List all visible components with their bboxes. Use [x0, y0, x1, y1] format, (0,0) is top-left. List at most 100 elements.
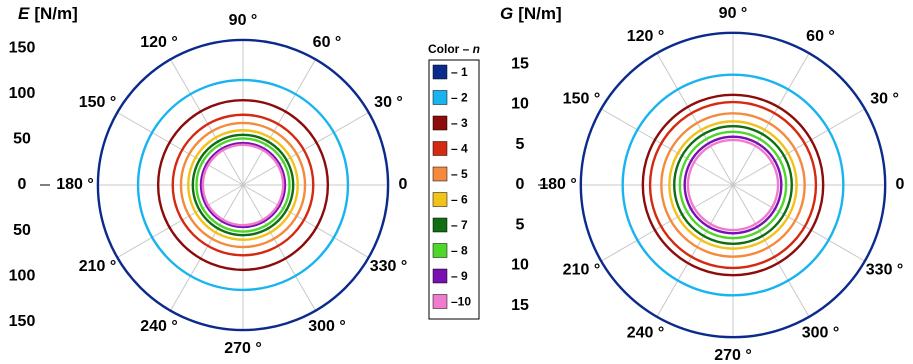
legend: Color – n – 1 – 2 – 3 – 4 – 5 – 6 – 7 – 8 – 9 –10 — [428, 42, 480, 320]
series-circle-1 — [579, 31, 887, 339]
series-circle-4 — [171, 113, 315, 257]
angle-label-270: 270 ° — [224, 340, 262, 357]
r-tick-label: 50 — [13, 131, 31, 148]
angle-label-60: 60 ° — [806, 28, 835, 45]
legend-title-text: Color – — [428, 42, 473, 56]
angle-label-30: 30 ° — [374, 94, 403, 111]
legend-label-5: – 5 — [451, 167, 468, 181]
r-tick-label: 0 — [18, 176, 27, 193]
series-circle-1 — [96, 38, 390, 332]
spoke-120 — [656, 52, 734, 186]
r-tick-label: 10 — [511, 96, 529, 113]
spoke-300 — [732, 184, 810, 318]
angle-label-210: 210 ° — [563, 262, 601, 279]
series-circle-9 — [683, 135, 783, 235]
legend-swatch-8 — [432, 243, 448, 258]
angle-label-300: 300 ° — [802, 324, 840, 341]
angle-label-300: 300 ° — [308, 318, 346, 335]
angle-label-30: 30 ° — [870, 91, 899, 108]
legend-title-symbol: n — [473, 42, 480, 56]
angle-label-180: 180 ° — [56, 176, 94, 193]
polar-chart-e: E [N/m] 150 100 50 0 50 100 150 0 30 ° 60 ° 90 ° 120 … — [9, 4, 408, 357]
angle-label-330: 330 ° — [370, 258, 408, 275]
r-tick-label: 0 — [516, 176, 525, 193]
r-tick-label: 10 — [511, 257, 529, 274]
legend-label-3: – 3 — [451, 116, 468, 130]
legend-swatch-7 — [432, 217, 448, 233]
r-tick-label: 15 — [511, 297, 529, 314]
angle-label-210: 210 ° — [79, 258, 117, 275]
legend-swatch-1 — [432, 64, 448, 80]
series-circle-10 — [201, 143, 285, 227]
series-circle-9 — [199, 141, 287, 229]
series-circle-8 — [678, 130, 788, 240]
spoke-60 — [732, 52, 810, 186]
angle-label-90: 90 ° — [719, 5, 748, 22]
r-tick-label: 5 — [516, 136, 525, 153]
series-circle-5 — [660, 112, 806, 258]
angle-label-60: 60 ° — [313, 34, 342, 51]
legend-label-1: – 1 — [451, 65, 468, 79]
series-circle-3 — [156, 98, 330, 272]
legend-swatch-6 — [432, 192, 448, 207]
series-circle-2 — [621, 73, 845, 297]
legend-swatch-2 — [432, 90, 448, 105]
spoke-120 — [169, 58, 244, 186]
r-tick-label: 100 — [9, 85, 36, 102]
spoke-210 — [600, 184, 734, 262]
r-tick-label: 150 — [9, 313, 36, 330]
series-circle-7 — [191, 133, 295, 237]
angle-label-330: 330 ° — [866, 262, 904, 279]
series-circle-6 — [668, 120, 798, 250]
legend-label-2: – 2 — [451, 91, 468, 105]
angle-label-120: 120 ° — [140, 34, 178, 51]
polar-chart-g: G [N/m] 15 10 5 0 5 10 15 0 30 ° 60 ° 90 ° 120 ° 150 °… — [500, 4, 905, 364]
angle-label-240: 240 ° — [627, 324, 665, 341]
spoke-240 — [656, 184, 734, 318]
angle-label-180: 180 ° — [539, 176, 577, 193]
angle-label-0: 0 — [896, 176, 905, 193]
series-circle-7 — [673, 125, 793, 245]
legend-label-8: – 8 — [451, 244, 468, 258]
r-tick-label: 5 — [516, 216, 525, 233]
angle-label-240: 240 ° — [140, 318, 178, 335]
series-circle-8 — [195, 137, 291, 233]
spoke-150 — [600, 108, 734, 186]
series-circle-4 — [648, 100, 818, 270]
spoke-150 — [116, 111, 244, 186]
spoke-30 — [732, 108, 866, 186]
series-circle-3 — [641, 93, 825, 277]
angle-label-90: 90 ° — [229, 12, 258, 29]
y-axis-label-unit: [N/m] — [518, 4, 561, 23]
spoke-300 — [242, 184, 317, 312]
legend-title: Color – n — [428, 42, 480, 56]
legend-swatch-3 — [432, 115, 448, 131]
series-circle-10 — [686, 138, 780, 232]
r-tick-label: 100 — [9, 267, 36, 284]
y-axis-label: E [N/m] — [18, 4, 78, 23]
spoke-330 — [732, 184, 866, 262]
angle-label-120: 120 ° — [627, 28, 665, 45]
legend-swatch-9 — [432, 268, 448, 284]
legend-label-4: – 4 — [451, 142, 468, 156]
legend-swatch-4 — [432, 141, 448, 156]
legend-label-6: – 6 — [451, 193, 468, 207]
spoke-330 — [242, 184, 370, 259]
angle-label-150: 150 ° — [563, 91, 601, 108]
series-circle-5 — [179, 121, 307, 249]
legend-swatch-10 — [432, 294, 448, 309]
spoke-210 — [116, 184, 244, 259]
spoke-60 — [242, 58, 317, 186]
r-tick-label: 15 — [511, 55, 529, 72]
series-circle-2 — [136, 78, 350, 292]
y-axis-label-unit: [N/m] — [34, 4, 77, 23]
legend-label-9: – 9 — [451, 269, 468, 283]
r-tick-label: 150 — [9, 39, 36, 56]
y-axis-label-symbol: E — [18, 4, 30, 23]
series-circle-6 — [187, 129, 299, 241]
angle-label-150: 150 ° — [79, 94, 117, 111]
y-axis-label: G [N/m] — [500, 4, 562, 23]
spoke-240 — [169, 184, 244, 312]
